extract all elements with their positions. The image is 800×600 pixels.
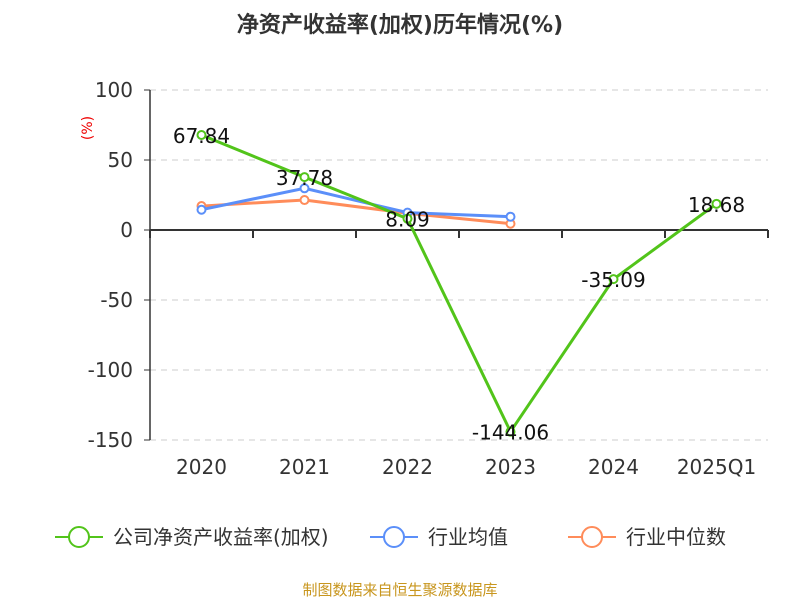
data-label: -144.06 — [472, 421, 549, 445]
source-note: 制图数据来自恒生聚源数据库 — [302, 581, 497, 599]
legend-marker[interactable] — [581, 526, 603, 548]
data-point[interactable] — [505, 426, 516, 437]
data-label: 18.68 — [688, 193, 745, 217]
x-tick-label: 2021 — [279, 455, 330, 479]
data-point[interactable] — [299, 183, 310, 194]
data-label: 37.78 — [276, 166, 333, 190]
data-point[interactable] — [299, 195, 310, 206]
legend-label[interactable]: 公司净资产收益率(加权) — [113, 525, 329, 549]
x-tick-label: 2025Q1 — [677, 455, 756, 479]
legend-marker[interactable] — [383, 526, 405, 548]
series-line — [201, 186, 511, 219]
y-tick-label: 50 — [108, 148, 133, 172]
data-label: -35.09 — [581, 268, 645, 292]
x-tick-label: 2023 — [485, 455, 536, 479]
legend-marker[interactable] — [68, 526, 90, 548]
x-tick-label: 2020 — [176, 455, 227, 479]
y-tick-label: -150 — [88, 428, 133, 452]
data-point[interactable] — [608, 274, 619, 285]
data-point[interactable] — [505, 211, 516, 222]
x-tick-label: 2022 — [382, 455, 433, 479]
data-label: 67.84 — [173, 124, 230, 148]
data-label: 8.09 — [385, 208, 430, 232]
data-point[interactable] — [402, 213, 413, 224]
data-point[interactable] — [196, 130, 207, 141]
chart-title: 净资产收益率(加权)历年情况(%) — [237, 12, 563, 38]
legend-label[interactable]: 行业中位数 — [626, 525, 726, 549]
data-point[interactable] — [299, 172, 310, 183]
series-line — [200, 133, 718, 435]
y-tick-label: -50 — [100, 288, 133, 312]
data-point[interactable] — [196, 204, 207, 215]
y-tick-label: 0 — [120, 218, 133, 242]
y-axis-label: (%) — [80, 116, 96, 140]
y-tick-label: 100 — [95, 78, 133, 102]
data-point[interactable] — [711, 198, 722, 209]
y-tick-label: -100 — [88, 358, 133, 382]
legend-label[interactable]: 行业均值 — [428, 525, 508, 549]
series-line — [201, 198, 511, 226]
x-tick-label: 2024 — [588, 455, 639, 479]
